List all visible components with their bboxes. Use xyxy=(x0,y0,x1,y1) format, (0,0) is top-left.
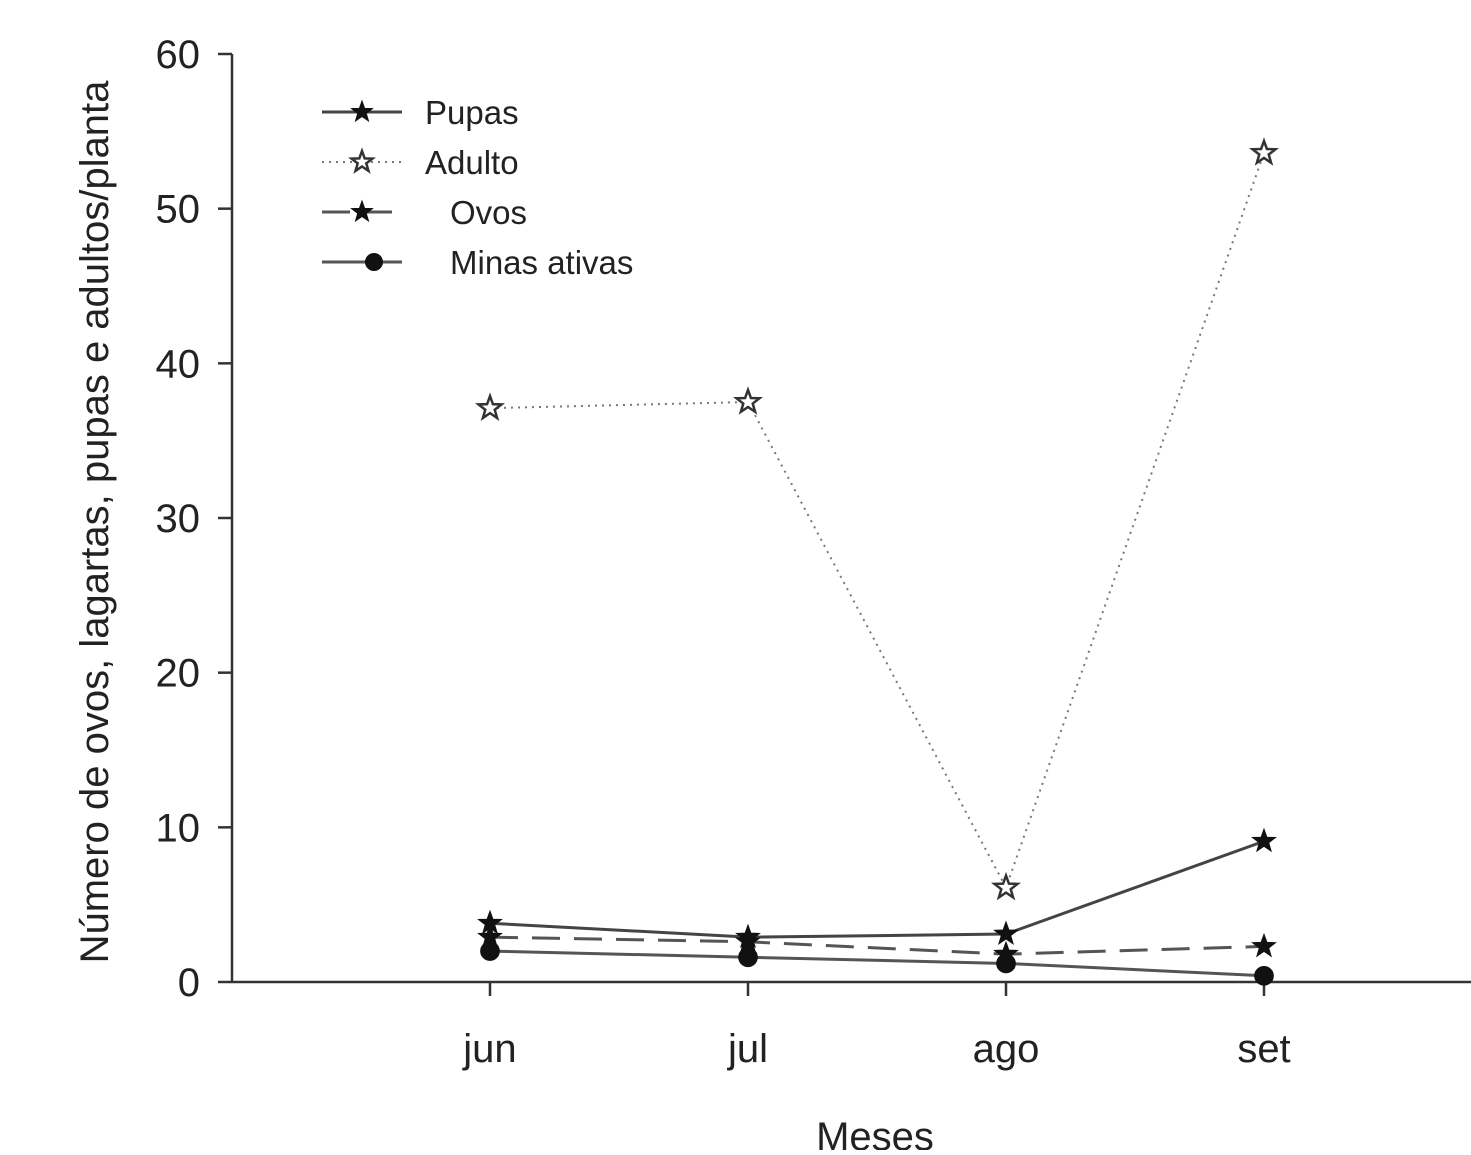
y-axis-title: Número de ovos, lagartas, pupas e adulto… xyxy=(73,80,117,964)
data-point-adulto xyxy=(474,392,506,421)
data-point-adulto xyxy=(732,386,764,415)
y-tick-label: 0 xyxy=(178,961,200,1005)
data-point-adulto xyxy=(1248,137,1280,166)
data-point-minas-ativas xyxy=(1254,965,1274,986)
x-tick-label: ago xyxy=(973,1027,1040,1071)
x-tick-label: jul xyxy=(727,1027,768,1071)
y-tick-label: 50 xyxy=(156,188,201,232)
x-axis-title: Meses xyxy=(816,1115,934,1150)
legend-marker-adulto xyxy=(348,147,376,174)
series-line-ovos xyxy=(489,935,1265,956)
data-point-ovos xyxy=(735,928,761,953)
legend-marker-pupas xyxy=(350,99,374,123)
legend-label-adulto: Adulto xyxy=(425,144,519,181)
data-point-minas-ativas xyxy=(738,947,758,968)
data-point-pupas xyxy=(1251,827,1277,853)
y-tick-label: 30 xyxy=(156,497,201,541)
series-line-minas-ativas xyxy=(489,949,1265,978)
data-point-minas-ativas xyxy=(480,941,500,961)
x-tick-label: set xyxy=(1237,1027,1290,1071)
y-tick-label: 40 xyxy=(156,342,201,386)
y-tick-label: 20 xyxy=(156,652,201,696)
y-tick-label: 10 xyxy=(156,806,201,850)
legend-marker-minas-ativas xyxy=(365,253,383,271)
legend-label-ovos: Ovos xyxy=(450,194,527,231)
data-point-minas-ativas xyxy=(996,953,1016,974)
legend-label-minas-ativas: Minas ativas xyxy=(450,244,633,281)
x-tick-label: jun xyxy=(462,1027,516,1071)
data-point-adulto xyxy=(990,871,1022,901)
data-point-pupas xyxy=(993,920,1019,946)
y-tick-label: 60 xyxy=(156,33,201,77)
data-point-ovos xyxy=(1251,932,1277,958)
legend-label-pupas: Pupas xyxy=(425,94,519,131)
series-line-adulto xyxy=(489,152,1265,891)
series-line-pupas xyxy=(489,839,1265,939)
legend-marker-ovos xyxy=(350,199,374,223)
